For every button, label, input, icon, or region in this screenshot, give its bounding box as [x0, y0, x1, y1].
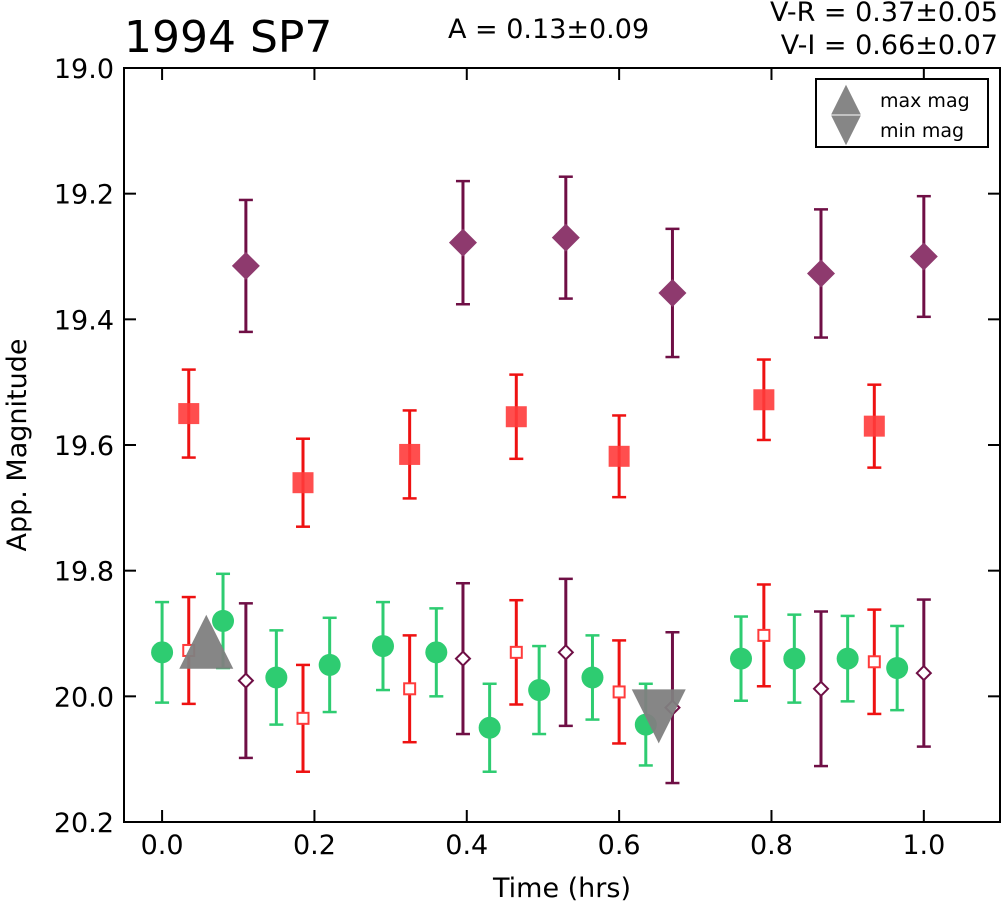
data-point-diamond-filled — [806, 259, 835, 288]
data-point-diamond-open — [454, 650, 472, 668]
y-tick-label: 20.2 — [54, 808, 114, 839]
chart-title: 1994 SP7 — [124, 12, 333, 63]
data-point-square-filled — [178, 403, 200, 425]
data-point-triangle-down — [631, 689, 686, 744]
v-r-color-annotation: V-R = 0.37±0.05 — [769, 0, 998, 28]
data-point-square-filled — [608, 445, 630, 467]
x-tick-label: 0.4 — [445, 830, 488, 861]
y-tick-label: 19.0 — [54, 54, 114, 85]
data-point-diamond-filled — [909, 242, 938, 271]
legend: max mag min mag — [815, 78, 989, 148]
axis-ticks: 0.0 0.2 0.4 0.6 0.8 1.0 19.0 19.2 19.4 19.6 19.8 20… — [54, 54, 1000, 861]
data-point-diamond-filled — [551, 223, 580, 252]
data-point-circle-filled — [886, 657, 909, 680]
data-point-circle-filled — [151, 641, 174, 664]
amplitude-annotation: A = 0.13±0.09 — [448, 14, 650, 45]
data-point-circle-filled — [836, 647, 859, 670]
data-point-circle-filled — [265, 666, 288, 689]
y-tick-label: 19.8 — [54, 557, 114, 588]
data-point-diamond-filled — [658, 278, 687, 307]
data-point-circle-filled — [730, 647, 753, 670]
data-point-square-filled — [863, 415, 885, 437]
data-point-diamond-open — [237, 672, 255, 690]
plot-marks — [151, 175, 938, 785]
data-point-square-open — [296, 711, 310, 725]
data-point-square-open — [509, 645, 523, 659]
legend-label: min mag — [880, 120, 964, 142]
y-tick-label: 19.2 — [54, 180, 114, 211]
plot-frame — [123, 67, 1001, 823]
x-axis-label: Time (hrs) — [492, 873, 631, 904]
data-point-circle-filled — [581, 666, 604, 689]
data-point-diamond-open — [915, 664, 933, 682]
x-tick-label: 0.0 — [141, 830, 184, 861]
legend-marker-triangle-up — [831, 84, 861, 115]
x-tick-label: 0.2 — [293, 830, 336, 861]
data-point-square-open — [612, 685, 626, 699]
data-point-diamond-open — [812, 680, 830, 698]
x-tick-label: 0.6 — [598, 830, 641, 861]
data-point-circle-filled — [371, 635, 394, 658]
y-tick-label: 19.4 — [54, 305, 114, 336]
data-point-circle-filled — [318, 653, 341, 676]
data-point-diamond-filled — [231, 251, 260, 280]
data-point-circle-filled — [528, 679, 551, 702]
data-point-square-open — [403, 682, 417, 696]
data-point-square-filled — [505, 406, 527, 428]
data-point-square-open — [867, 655, 881, 669]
data-point-diamond-open — [557, 643, 575, 661]
data-point-square-filled — [292, 472, 314, 494]
legend-label: max mag — [880, 90, 970, 112]
v-i-color-annotation: V-I = 0.66±0.07 — [780, 30, 998, 61]
y-tick-label: 19.6 — [54, 431, 114, 462]
x-tick-label: 1.0 — [902, 830, 945, 861]
data-point-circle-filled — [783, 647, 806, 670]
y-axis-label: App. Magnitude — [2, 339, 33, 552]
data-point-circle-filled — [212, 609, 235, 632]
legend-marker-triangle-down — [831, 115, 861, 146]
y-tick-label: 20.0 — [54, 682, 114, 713]
data-point-square-open — [757, 628, 771, 642]
data-point-circle-filled — [478, 716, 501, 739]
data-point-diamond-filled — [448, 228, 477, 257]
data-point-square-filled — [753, 389, 775, 411]
data-point-square-filled — [399, 443, 421, 465]
data-point-triangle-up — [179, 614, 234, 669]
data-point-circle-filled — [425, 641, 448, 664]
x-tick-label: 0.8 — [750, 830, 793, 861]
